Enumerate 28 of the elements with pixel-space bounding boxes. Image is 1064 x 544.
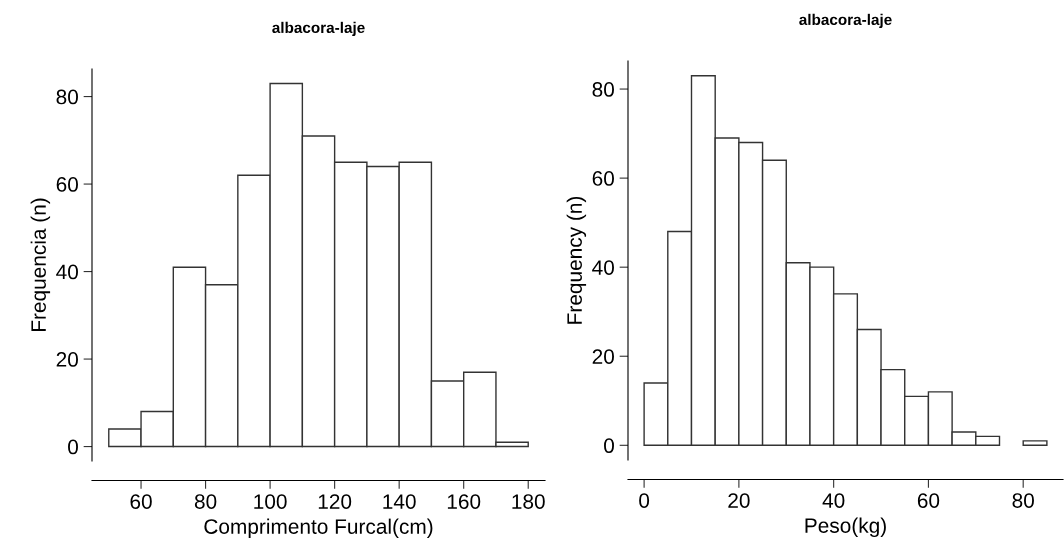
- y-tick-label: 20: [592, 349, 614, 364]
- y-tick-label: 0: [68, 439, 78, 455]
- x-tick-label: 80: [194, 494, 217, 509]
- y-tick-label: 40: [56, 264, 78, 280]
- x-tick-label: 60: [917, 493, 940, 508]
- x-tick-label: 40: [822, 493, 845, 508]
- y-tick-label: 80: [56, 89, 78, 105]
- y-tick-label: 80: [592, 82, 614, 97]
- chart-title: albacora-laje: [272, 21, 365, 37]
- y-tick-label: 0: [604, 438, 614, 454]
- x-tick-label: 180: [512, 494, 545, 509]
- x-tick-label: 80: [1012, 493, 1034, 508]
- x-tick-label: 0: [639, 493, 650, 508]
- x-tick-label: 120: [318, 494, 352, 509]
- y-axis-title: Frequencia (n): [30, 198, 51, 332]
- chart-title: albacora-laje: [799, 13, 892, 29]
- y-axis-title: Frequency (n): [566, 196, 587, 324]
- x-tick-label: 20: [728, 493, 750, 508]
- y-tick-label: 20: [56, 352, 78, 367]
- x-tick-label: 60: [130, 494, 152, 509]
- x-axis-title: Comprimento Furcal(cm): [204, 518, 433, 539]
- y-tick-label: 60: [592, 171, 614, 186]
- x-tick-label: 160: [447, 494, 481, 509]
- x-tick-label: 140: [383, 494, 416, 509]
- x-axis-title: Peso(kg): [805, 517, 886, 538]
- x-tick-label: 100: [254, 494, 287, 509]
- y-tick-label: 60: [56, 177, 78, 192]
- y-tick-label: 40: [592, 260, 614, 275]
